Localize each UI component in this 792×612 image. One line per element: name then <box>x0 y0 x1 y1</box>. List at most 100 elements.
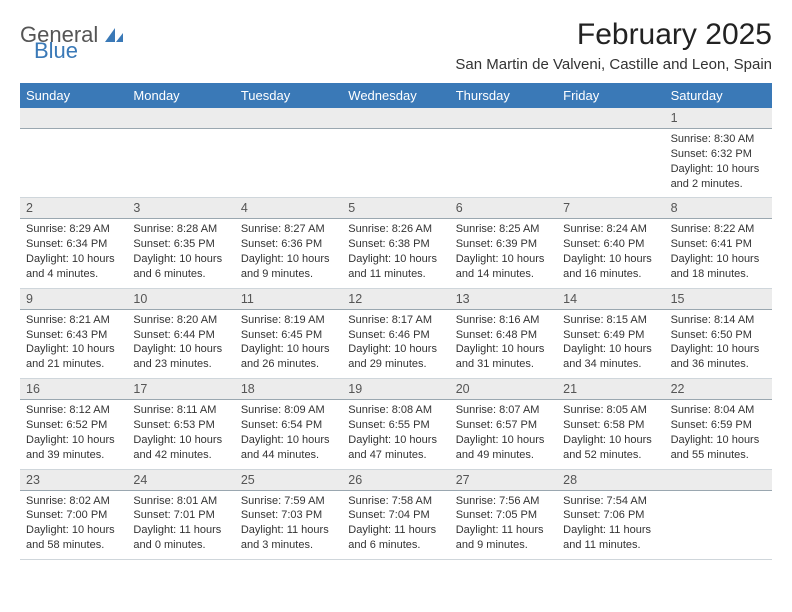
weekday-heading: Monday <box>127 83 234 108</box>
page-title: February 2025 <box>455 18 772 52</box>
sunrise-text: Sunrise: 8:29 AM <box>26 222 121 237</box>
day-details: Sunrise: 7:58 AMSunset: 7:04 PMDaylight:… <box>342 491 449 559</box>
daylight-text: Daylight: 10 hours and 23 minutes. <box>133 342 228 372</box>
sunset-text: Sunset: 6:36 PM <box>241 237 336 252</box>
daylight-text: Daylight: 10 hours and 14 minutes. <box>456 252 551 282</box>
sunset-text: Sunset: 6:35 PM <box>133 237 228 252</box>
daylight-text: Daylight: 11 hours and 11 minutes. <box>563 523 658 553</box>
daylight-text: Daylight: 10 hours and 49 minutes. <box>456 433 551 463</box>
day-details: Sunrise: 8:24 AMSunset: 6:40 PMDaylight:… <box>557 219 664 287</box>
day-number <box>127 108 234 128</box>
calendar-details-row: Sunrise: 8:29 AMSunset: 6:34 PM Daylight:… <box>20 219 772 288</box>
sunrise-text: Sunrise: 8:24 AM <box>563 222 658 237</box>
sunrise-text: Sunrise: 7:59 AM <box>241 494 336 509</box>
weekday-heading: Saturday <box>665 83 772 108</box>
day-details: Sunrise: 8:12 AMSunset: 6:52 PMDaylight:… <box>20 400 127 468</box>
logo: General Blue <box>20 18 125 62</box>
day-number: 17 <box>127 379 234 399</box>
day-details <box>665 491 772 559</box>
day-details: Sunrise: 8:20 AMSunset: 6:44 PMDaylight:… <box>127 310 234 378</box>
weekday-heading: Sunday <box>20 83 127 108</box>
calendar-daynum-row: 2345678 <box>20 198 772 219</box>
daylight-text: Daylight: 11 hours and 9 minutes. <box>456 523 551 553</box>
sunset-text: Sunset: 6:52 PM <box>26 418 121 433</box>
day-details: Sunrise: 8:25 AMSunset: 6:39 PMDaylight:… <box>450 219 557 287</box>
daylight-text: Daylight: 10 hours and 42 minutes. <box>133 433 228 463</box>
sunrise-text: Sunrise: 8:22 AM <box>671 222 766 237</box>
day-number: 4 <box>235 198 342 218</box>
calendar-daynum-row: 9101112131415 <box>20 289 772 310</box>
day-number: 15 <box>665 289 772 309</box>
sunset-text: Sunset: 6:45 PM <box>241 328 336 343</box>
day-details: Sunrise: 8:21 AMSunset: 6:43 PMDaylight:… <box>20 310 127 378</box>
sunrise-text: Sunrise: 8:05 AM <box>563 403 658 418</box>
sunset-text: Sunset: 6:50 PM <box>671 328 766 343</box>
daylight-text: Daylight: 10 hours and 47 minutes. <box>348 433 443 463</box>
calendar: Sunday Monday Tuesday Wednesday Thursday… <box>20 83 772 560</box>
day-number: 28 <box>557 470 664 490</box>
sunset-text: Sunset: 7:06 PM <box>563 508 658 523</box>
daylight-text: Daylight: 11 hours and 3 minutes. <box>241 523 336 553</box>
sunrise-text: Sunrise: 8:19 AM <box>241 313 336 328</box>
sunrise-text: Sunrise: 8:30 AM <box>671 132 766 147</box>
sunset-text: Sunset: 7:05 PM <box>456 508 551 523</box>
day-details <box>557 129 664 197</box>
logo-text: General Blue <box>20 24 125 62</box>
day-details: Sunrise: 7:59 AMSunset: 7:03 PMDaylight:… <box>235 491 342 559</box>
daylight-text: Daylight: 10 hours and 2 minutes. <box>671 162 766 192</box>
day-number: 19 <box>342 379 449 399</box>
daylight-text: Daylight: 10 hours and 34 minutes. <box>563 342 658 372</box>
sunset-text: Sunset: 7:01 PM <box>133 508 228 523</box>
day-number: 3 <box>127 198 234 218</box>
day-number <box>557 108 664 128</box>
daylight-text: Daylight: 10 hours and 55 minutes. <box>671 433 766 463</box>
day-details <box>20 129 127 197</box>
day-details: Sunrise: 8:02 AMSunset: 7:00 PMDaylight:… <box>20 491 127 559</box>
day-details: Sunrise: 8:07 AMSunset: 6:57 PMDaylight:… <box>450 400 557 468</box>
day-number: 16 <box>20 379 127 399</box>
day-number: 23 <box>20 470 127 490</box>
sunset-text: Sunset: 7:03 PM <box>241 508 336 523</box>
title-block: February 2025 San Martin de Valveni, Cas… <box>455 18 772 73</box>
day-details <box>342 129 449 197</box>
day-number: 1 <box>665 108 772 128</box>
sunset-text: Sunset: 6:34 PM <box>26 237 121 252</box>
sunrise-text: Sunrise: 8:28 AM <box>133 222 228 237</box>
daylight-text: Daylight: 10 hours and 36 minutes. <box>671 342 766 372</box>
sunset-text: Sunset: 6:44 PM <box>133 328 228 343</box>
sunset-text: Sunset: 7:04 PM <box>348 508 443 523</box>
day-number: 26 <box>342 470 449 490</box>
daylight-text: Daylight: 10 hours and 16 minutes. <box>563 252 658 282</box>
sunrise-text: Sunrise: 8:15 AM <box>563 313 658 328</box>
day-number <box>665 470 772 490</box>
sunrise-text: Sunrise: 8:17 AM <box>348 313 443 328</box>
day-number: 9 <box>20 289 127 309</box>
day-details: Sunrise: 8:16 AMSunset: 6:48 PMDaylight:… <box>450 310 557 378</box>
day-details: Sunrise: 8:11 AMSunset: 6:53 PMDaylight:… <box>127 400 234 468</box>
weekday-heading: Friday <box>557 83 664 108</box>
daylight-text: Daylight: 10 hours and 52 minutes. <box>563 433 658 463</box>
day-details: Sunrise: 8:05 AMSunset: 6:58 PMDaylight:… <box>557 400 664 468</box>
day-number: 6 <box>450 198 557 218</box>
day-number: 20 <box>450 379 557 399</box>
day-number: 12 <box>342 289 449 309</box>
day-number: 11 <box>235 289 342 309</box>
daylight-text: Daylight: 10 hours and 11 minutes. <box>348 252 443 282</box>
sunrise-text: Sunrise: 8:04 AM <box>671 403 766 418</box>
day-number: 27 <box>450 470 557 490</box>
sunset-text: Sunset: 6:39 PM <box>456 237 551 252</box>
day-details: Sunrise: 8:01 AMSunset: 7:01 PMDaylight:… <box>127 491 234 559</box>
day-number: 14 <box>557 289 664 309</box>
daylight-text: Daylight: 10 hours and 29 minutes. <box>348 342 443 372</box>
day-number: 10 <box>127 289 234 309</box>
sunset-text: Sunset: 6:55 PM <box>348 418 443 433</box>
calendar-details-row: Sunrise: 8:12 AMSunset: 6:52 PMDaylight:… <box>20 400 772 469</box>
daylight-text: Daylight: 10 hours and 31 minutes. <box>456 342 551 372</box>
daylight-text: Daylight: 10 hours and 39 minutes. <box>26 433 121 463</box>
day-details: Sunrise: 8:09 AMSunset: 6:54 PMDaylight:… <box>235 400 342 468</box>
day-number: 8 <box>665 198 772 218</box>
sunset-text: Sunset: 6:41 PM <box>671 237 766 252</box>
day-details: Sunrise: 8:14 AMSunset: 6:50 PMDaylight:… <box>665 310 772 378</box>
calendar-details-row: Sunrise: 8:30 AMSunset: 6:32 PMDaylight:… <box>20 129 772 198</box>
sunrise-text: Sunrise: 8:20 AM <box>133 313 228 328</box>
